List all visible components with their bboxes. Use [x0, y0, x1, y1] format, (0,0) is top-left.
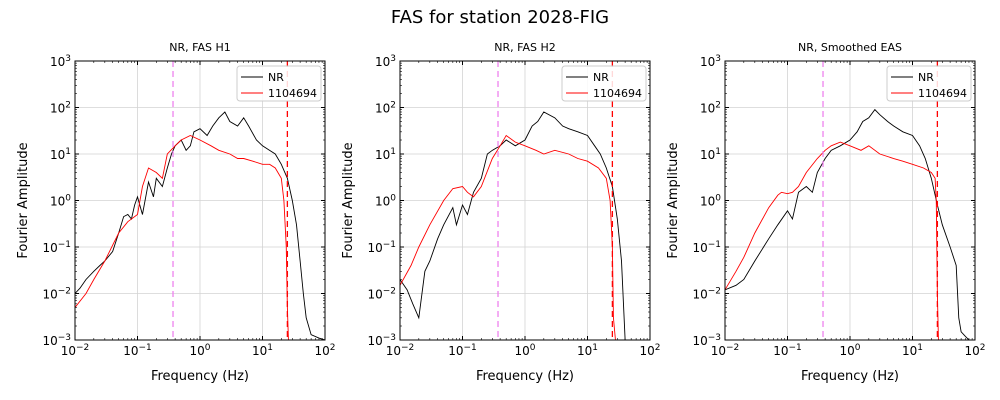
- x-tick-label: 101: [252, 343, 273, 358]
- y-tick-label: 103: [375, 54, 396, 69]
- series-line-nr: [75, 111, 325, 340]
- legend-label: NR: [268, 71, 284, 84]
- x-tick-label: 10−2: [711, 343, 740, 358]
- x-axis-label: Frequency (Hz): [151, 369, 249, 384]
- y-tick-label: 10−1: [42, 240, 71, 255]
- x-tick-label: 101: [902, 343, 923, 358]
- y-tick-label: 103: [50, 54, 71, 69]
- legend-box: [561, 65, 647, 102]
- panel-1: 10−2 10−1 100 101 10210−310−210−110010110210…: [16, 41, 336, 384]
- series-line-record: [400, 134, 616, 340]
- x-axis-label: Frequency (Hz): [801, 369, 899, 384]
- y-tick-label: 10−1: [692, 240, 721, 255]
- legend-box: [886, 65, 972, 102]
- legend-label: 1104694: [268, 87, 317, 100]
- y-tick-label: 10−2: [692, 287, 721, 302]
- panel-3: 10−2 10−1 100 101 10210−310−210−110010110210…: [666, 41, 986, 384]
- legend-label: NR: [918, 71, 934, 84]
- y-tick-label: 102: [50, 101, 71, 116]
- y-tick-label: 101: [50, 147, 71, 162]
- legend-label: NR: [593, 71, 609, 84]
- y-axis-label: Fourier Amplitude: [341, 142, 356, 258]
- x-tick-label: 10−2: [386, 343, 415, 358]
- y-tick-label: 101: [375, 147, 396, 162]
- legend: NR 1104694: [561, 65, 647, 102]
- x-tick-label: 10−1: [123, 343, 152, 358]
- panel-title: NR, FAS H2: [494, 41, 555, 54]
- x-tick-label: 101: [577, 343, 598, 358]
- figure-title: FAS for station 2028-FIG: [391, 7, 609, 28]
- legend: NR 1104694: [236, 65, 322, 102]
- x-tick-label: 100: [189, 343, 210, 358]
- y-tick-label: 10−1: [367, 240, 396, 255]
- legend-label: 1104694: [593, 87, 642, 100]
- y-tick-label: 10−2: [367, 287, 396, 302]
- panel-title: NR, Smoothed EAS: [798, 41, 902, 54]
- y-tick-label: 102: [700, 101, 721, 116]
- x-tick-label: 100: [839, 343, 860, 358]
- panel-title: NR, FAS H1: [169, 41, 230, 54]
- legend-label: 1104694: [918, 87, 967, 100]
- y-axis-label: Fourier Amplitude: [666, 142, 681, 258]
- y-tick-label: 103: [700, 54, 721, 69]
- x-tick-label: 10−2: [61, 343, 90, 358]
- x-tick-label: 102: [964, 343, 985, 358]
- x-tick-label: 10−1: [773, 343, 802, 358]
- y-tick-label: 100: [375, 194, 396, 209]
- panels: 10−2 10−1 100 101 10210−310−210−110010110210…: [16, 41, 986, 384]
- legend: NR 1104694: [886, 65, 972, 102]
- series-line-record: [75, 135, 289, 340]
- legend-box: [236, 65, 322, 102]
- series-line-nr: [725, 108, 975, 340]
- y-tick-label: 102: [375, 101, 396, 116]
- y-tick-label: 100: [50, 194, 71, 209]
- y-tick-label: 101: [700, 147, 721, 162]
- y-tick-label: 100: [700, 194, 721, 209]
- x-axis-label: Frequency (Hz): [476, 369, 574, 384]
- x-tick-label: 10−1: [448, 343, 477, 358]
- x-tick-label: 100: [514, 343, 535, 358]
- y-axis-label: Fourier Amplitude: [16, 142, 31, 258]
- panel-2: 10−2 10−1 100 101 10210−310−210−110010110210…: [341, 41, 661, 384]
- x-tick-label: 102: [314, 343, 335, 358]
- series-line-record: [725, 141, 939, 340]
- series-line-nr: [400, 111, 626, 340]
- x-tick-label: 102: [639, 343, 660, 358]
- y-tick-label: 10−2: [42, 287, 71, 302]
